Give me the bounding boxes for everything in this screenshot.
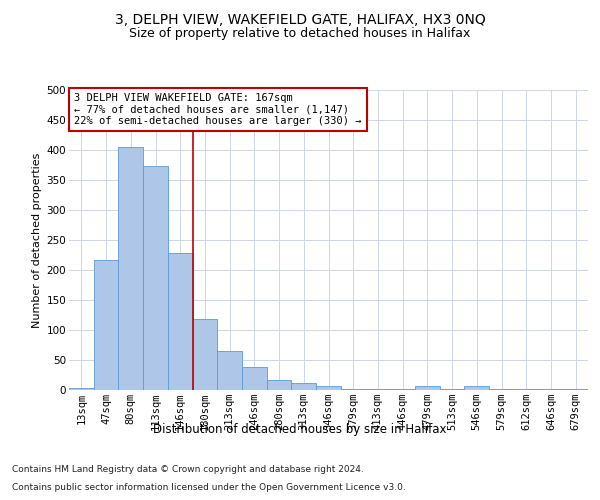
Text: 3 DELPH VIEW WAKEFIELD GATE: 167sqm
← 77% of detached houses are smaller (1,147): 3 DELPH VIEW WAKEFIELD GATE: 167sqm ← 77… xyxy=(74,93,362,126)
Bar xyxy=(242,367,267,390)
Bar xyxy=(94,260,118,390)
Text: Distribution of detached houses by size in Halifax: Distribution of detached houses by size … xyxy=(153,422,447,436)
Bar xyxy=(267,380,292,390)
Bar xyxy=(118,147,143,390)
Bar xyxy=(292,383,316,390)
Text: Contains HM Land Registry data © Crown copyright and database right 2024.: Contains HM Land Registry data © Crown c… xyxy=(12,465,364,474)
Bar xyxy=(464,386,489,390)
Bar xyxy=(415,386,440,390)
Text: Size of property relative to detached houses in Halifax: Size of property relative to detached ho… xyxy=(130,28,470,40)
Y-axis label: Number of detached properties: Number of detached properties xyxy=(32,152,43,328)
Text: 3, DELPH VIEW, WAKEFIELD GATE, HALIFAX, HX3 0NQ: 3, DELPH VIEW, WAKEFIELD GATE, HALIFAX, … xyxy=(115,12,485,26)
Bar xyxy=(316,386,341,390)
Bar xyxy=(69,388,94,390)
Text: Contains public sector information licensed under the Open Government Licence v3: Contains public sector information licen… xyxy=(12,482,406,492)
Bar xyxy=(143,166,168,390)
Bar xyxy=(193,318,217,390)
Bar xyxy=(168,253,193,390)
Bar xyxy=(217,351,242,390)
